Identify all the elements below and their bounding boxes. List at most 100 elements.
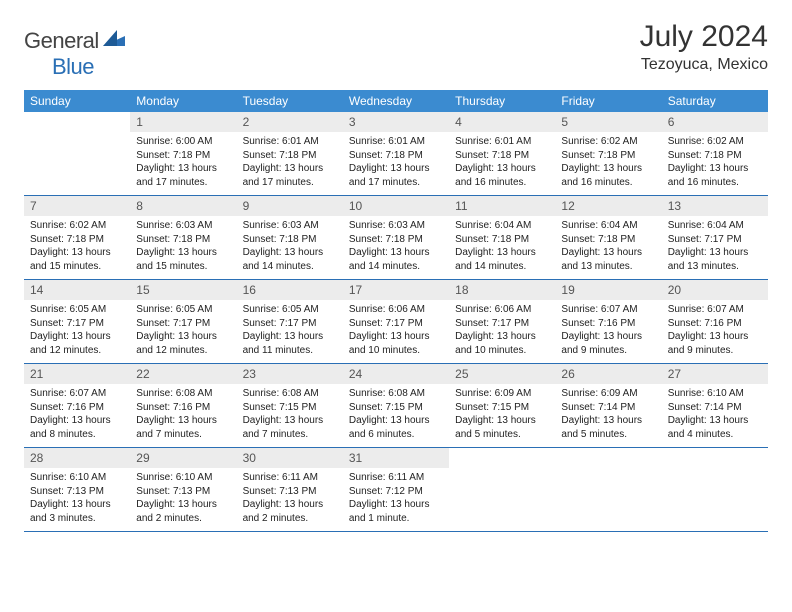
sunset-text: Sunset: 7:18 PM bbox=[455, 233, 549, 247]
day-number: 28 bbox=[24, 448, 130, 468]
sunrise-text: Sunrise: 6:03 AM bbox=[243, 219, 337, 233]
dow-thursday: Thursday bbox=[449, 90, 555, 112]
sunset-text: Sunset: 7:18 PM bbox=[561, 149, 655, 163]
brand-mark-icon bbox=[103, 30, 125, 53]
day-number: 26 bbox=[555, 364, 661, 384]
sunrise-text: Sunrise: 6:06 AM bbox=[455, 303, 549, 317]
day-cell: 18Sunrise: 6:06 AMSunset: 7:17 PMDayligh… bbox=[449, 280, 555, 363]
day-info: Sunrise: 6:08 AMSunset: 7:16 PMDaylight:… bbox=[130, 384, 236, 447]
day-number: 9 bbox=[237, 196, 343, 216]
daylight-text: Daylight: 13 hours and 14 minutes. bbox=[455, 246, 549, 273]
day-cell: 22Sunrise: 6:08 AMSunset: 7:16 PMDayligh… bbox=[130, 364, 236, 447]
day-number: 16 bbox=[237, 280, 343, 300]
daylight-text: Daylight: 13 hours and 15 minutes. bbox=[136, 246, 230, 273]
sunset-text: Sunset: 7:18 PM bbox=[136, 149, 230, 163]
day-number: 10 bbox=[343, 196, 449, 216]
day-cell: 13Sunrise: 6:04 AMSunset: 7:17 PMDayligh… bbox=[662, 196, 768, 279]
daylight-text: Daylight: 13 hours and 16 minutes. bbox=[668, 162, 762, 189]
daylight-text: Daylight: 13 hours and 16 minutes. bbox=[561, 162, 655, 189]
day-number: 17 bbox=[343, 280, 449, 300]
day-number: 13 bbox=[662, 196, 768, 216]
day-cell: 15Sunrise: 6:05 AMSunset: 7:17 PMDayligh… bbox=[130, 280, 236, 363]
page: General July 2024 Tezoyuca, Mexico Blue … bbox=[0, 0, 792, 552]
day-number: 8 bbox=[130, 196, 236, 216]
sunrise-text: Sunrise: 6:10 AM bbox=[668, 387, 762, 401]
day-number: 29 bbox=[130, 448, 236, 468]
day-cell: 8Sunrise: 6:03 AMSunset: 7:18 PMDaylight… bbox=[130, 196, 236, 279]
day-info: Sunrise: 6:10 AMSunset: 7:13 PMDaylight:… bbox=[130, 468, 236, 531]
day-info: Sunrise: 6:06 AMSunset: 7:17 PMDaylight:… bbox=[449, 300, 555, 363]
day-cell: 31Sunrise: 6:11 AMSunset: 7:12 PMDayligh… bbox=[343, 448, 449, 531]
day-info: Sunrise: 6:01 AMSunset: 7:18 PMDaylight:… bbox=[449, 132, 555, 195]
daylight-text: Daylight: 13 hours and 13 minutes. bbox=[668, 246, 762, 273]
day-cell: 2Sunrise: 6:01 AMSunset: 7:18 PMDaylight… bbox=[237, 112, 343, 195]
title-block: July 2024 Tezoyuca, Mexico bbox=[640, 20, 768, 74]
day-info: Sunrise: 6:05 AMSunset: 7:17 PMDaylight:… bbox=[237, 300, 343, 363]
sunset-text: Sunset: 7:18 PM bbox=[561, 233, 655, 247]
location: Tezoyuca, Mexico bbox=[640, 56, 768, 74]
day-info: Sunrise: 6:08 AMSunset: 7:15 PMDaylight:… bbox=[237, 384, 343, 447]
day-number: 6 bbox=[662, 112, 768, 132]
day-number: 31 bbox=[343, 448, 449, 468]
day-info: Sunrise: 6:10 AMSunset: 7:14 PMDaylight:… bbox=[662, 384, 768, 447]
day-number: 21 bbox=[24, 364, 130, 384]
sunrise-text: Sunrise: 6:05 AM bbox=[136, 303, 230, 317]
day-cell: 11Sunrise: 6:04 AMSunset: 7:18 PMDayligh… bbox=[449, 196, 555, 279]
sunset-text: Sunset: 7:18 PM bbox=[243, 233, 337, 247]
day-cell: 1Sunrise: 6:00 AMSunset: 7:18 PMDaylight… bbox=[130, 112, 236, 195]
sunrise-text: Sunrise: 6:01 AM bbox=[243, 135, 337, 149]
sunset-text: Sunset: 7:16 PM bbox=[30, 401, 124, 415]
brand-logo: General bbox=[24, 20, 127, 54]
sunset-text: Sunset: 7:17 PM bbox=[243, 317, 337, 331]
daylight-text: Daylight: 13 hours and 12 minutes. bbox=[136, 330, 230, 357]
sunrise-text: Sunrise: 6:03 AM bbox=[349, 219, 443, 233]
sunset-text: Sunset: 7:18 PM bbox=[455, 149, 549, 163]
sunrise-text: Sunrise: 6:11 AM bbox=[349, 471, 443, 485]
day-info: Sunrise: 6:04 AMSunset: 7:18 PMDaylight:… bbox=[449, 216, 555, 279]
day-cell: 17Sunrise: 6:06 AMSunset: 7:17 PMDayligh… bbox=[343, 280, 449, 363]
day-info: Sunrise: 6:07 AMSunset: 7:16 PMDaylight:… bbox=[24, 384, 130, 447]
day-cell: 21Sunrise: 6:07 AMSunset: 7:16 PMDayligh… bbox=[24, 364, 130, 447]
daylight-text: Daylight: 13 hours and 8 minutes. bbox=[30, 414, 124, 441]
sunrise-text: Sunrise: 6:11 AM bbox=[243, 471, 337, 485]
daylight-text: Daylight: 13 hours and 14 minutes. bbox=[243, 246, 337, 273]
day-cell: 6Sunrise: 6:02 AMSunset: 7:18 PMDaylight… bbox=[662, 112, 768, 195]
sunset-text: Sunset: 7:13 PM bbox=[136, 485, 230, 499]
daylight-text: Daylight: 13 hours and 2 minutes. bbox=[243, 498, 337, 525]
day-info: Sunrise: 6:10 AMSunset: 7:13 PMDaylight:… bbox=[24, 468, 130, 531]
sunset-text: Sunset: 7:17 PM bbox=[455, 317, 549, 331]
dow-sunday: Sunday bbox=[24, 90, 130, 112]
calendar: Sunday Monday Tuesday Wednesday Thursday… bbox=[24, 90, 768, 532]
day-info: Sunrise: 6:02 AMSunset: 7:18 PMDaylight:… bbox=[555, 132, 661, 195]
daylight-text: Daylight: 13 hours and 10 minutes. bbox=[455, 330, 549, 357]
day-number: 25 bbox=[449, 364, 555, 384]
day-cell bbox=[449, 448, 555, 531]
day-info: Sunrise: 6:05 AMSunset: 7:17 PMDaylight:… bbox=[24, 300, 130, 363]
sunrise-text: Sunrise: 6:07 AM bbox=[30, 387, 124, 401]
week-row: 21Sunrise: 6:07 AMSunset: 7:16 PMDayligh… bbox=[24, 364, 768, 448]
day-cell: 30Sunrise: 6:11 AMSunset: 7:13 PMDayligh… bbox=[237, 448, 343, 531]
day-cell: 29Sunrise: 6:10 AMSunset: 7:13 PMDayligh… bbox=[130, 448, 236, 531]
sunrise-text: Sunrise: 6:00 AM bbox=[136, 135, 230, 149]
sunrise-text: Sunrise: 6:04 AM bbox=[561, 219, 655, 233]
daylight-text: Daylight: 13 hours and 6 minutes. bbox=[349, 414, 443, 441]
sunset-text: Sunset: 7:16 PM bbox=[136, 401, 230, 415]
day-number: 18 bbox=[449, 280, 555, 300]
day-number: 5 bbox=[555, 112, 661, 132]
daylight-text: Daylight: 13 hours and 17 minutes. bbox=[136, 162, 230, 189]
day-info: Sunrise: 6:03 AMSunset: 7:18 PMDaylight:… bbox=[237, 216, 343, 279]
sunrise-text: Sunrise: 6:08 AM bbox=[243, 387, 337, 401]
day-number: 12 bbox=[555, 196, 661, 216]
sunrise-text: Sunrise: 6:04 AM bbox=[455, 219, 549, 233]
day-number: 7 bbox=[24, 196, 130, 216]
day-cell: 16Sunrise: 6:05 AMSunset: 7:17 PMDayligh… bbox=[237, 280, 343, 363]
sunset-text: Sunset: 7:15 PM bbox=[243, 401, 337, 415]
daylight-text: Daylight: 13 hours and 1 minute. bbox=[349, 498, 443, 525]
sunrise-text: Sunrise: 6:01 AM bbox=[455, 135, 549, 149]
daylight-text: Daylight: 13 hours and 7 minutes. bbox=[243, 414, 337, 441]
day-number: 15 bbox=[130, 280, 236, 300]
sunrise-text: Sunrise: 6:08 AM bbox=[136, 387, 230, 401]
week-row: 14Sunrise: 6:05 AMSunset: 7:17 PMDayligh… bbox=[24, 280, 768, 364]
day-cell: 27Sunrise: 6:10 AMSunset: 7:14 PMDayligh… bbox=[662, 364, 768, 447]
day-cell: 10Sunrise: 6:03 AMSunset: 7:18 PMDayligh… bbox=[343, 196, 449, 279]
